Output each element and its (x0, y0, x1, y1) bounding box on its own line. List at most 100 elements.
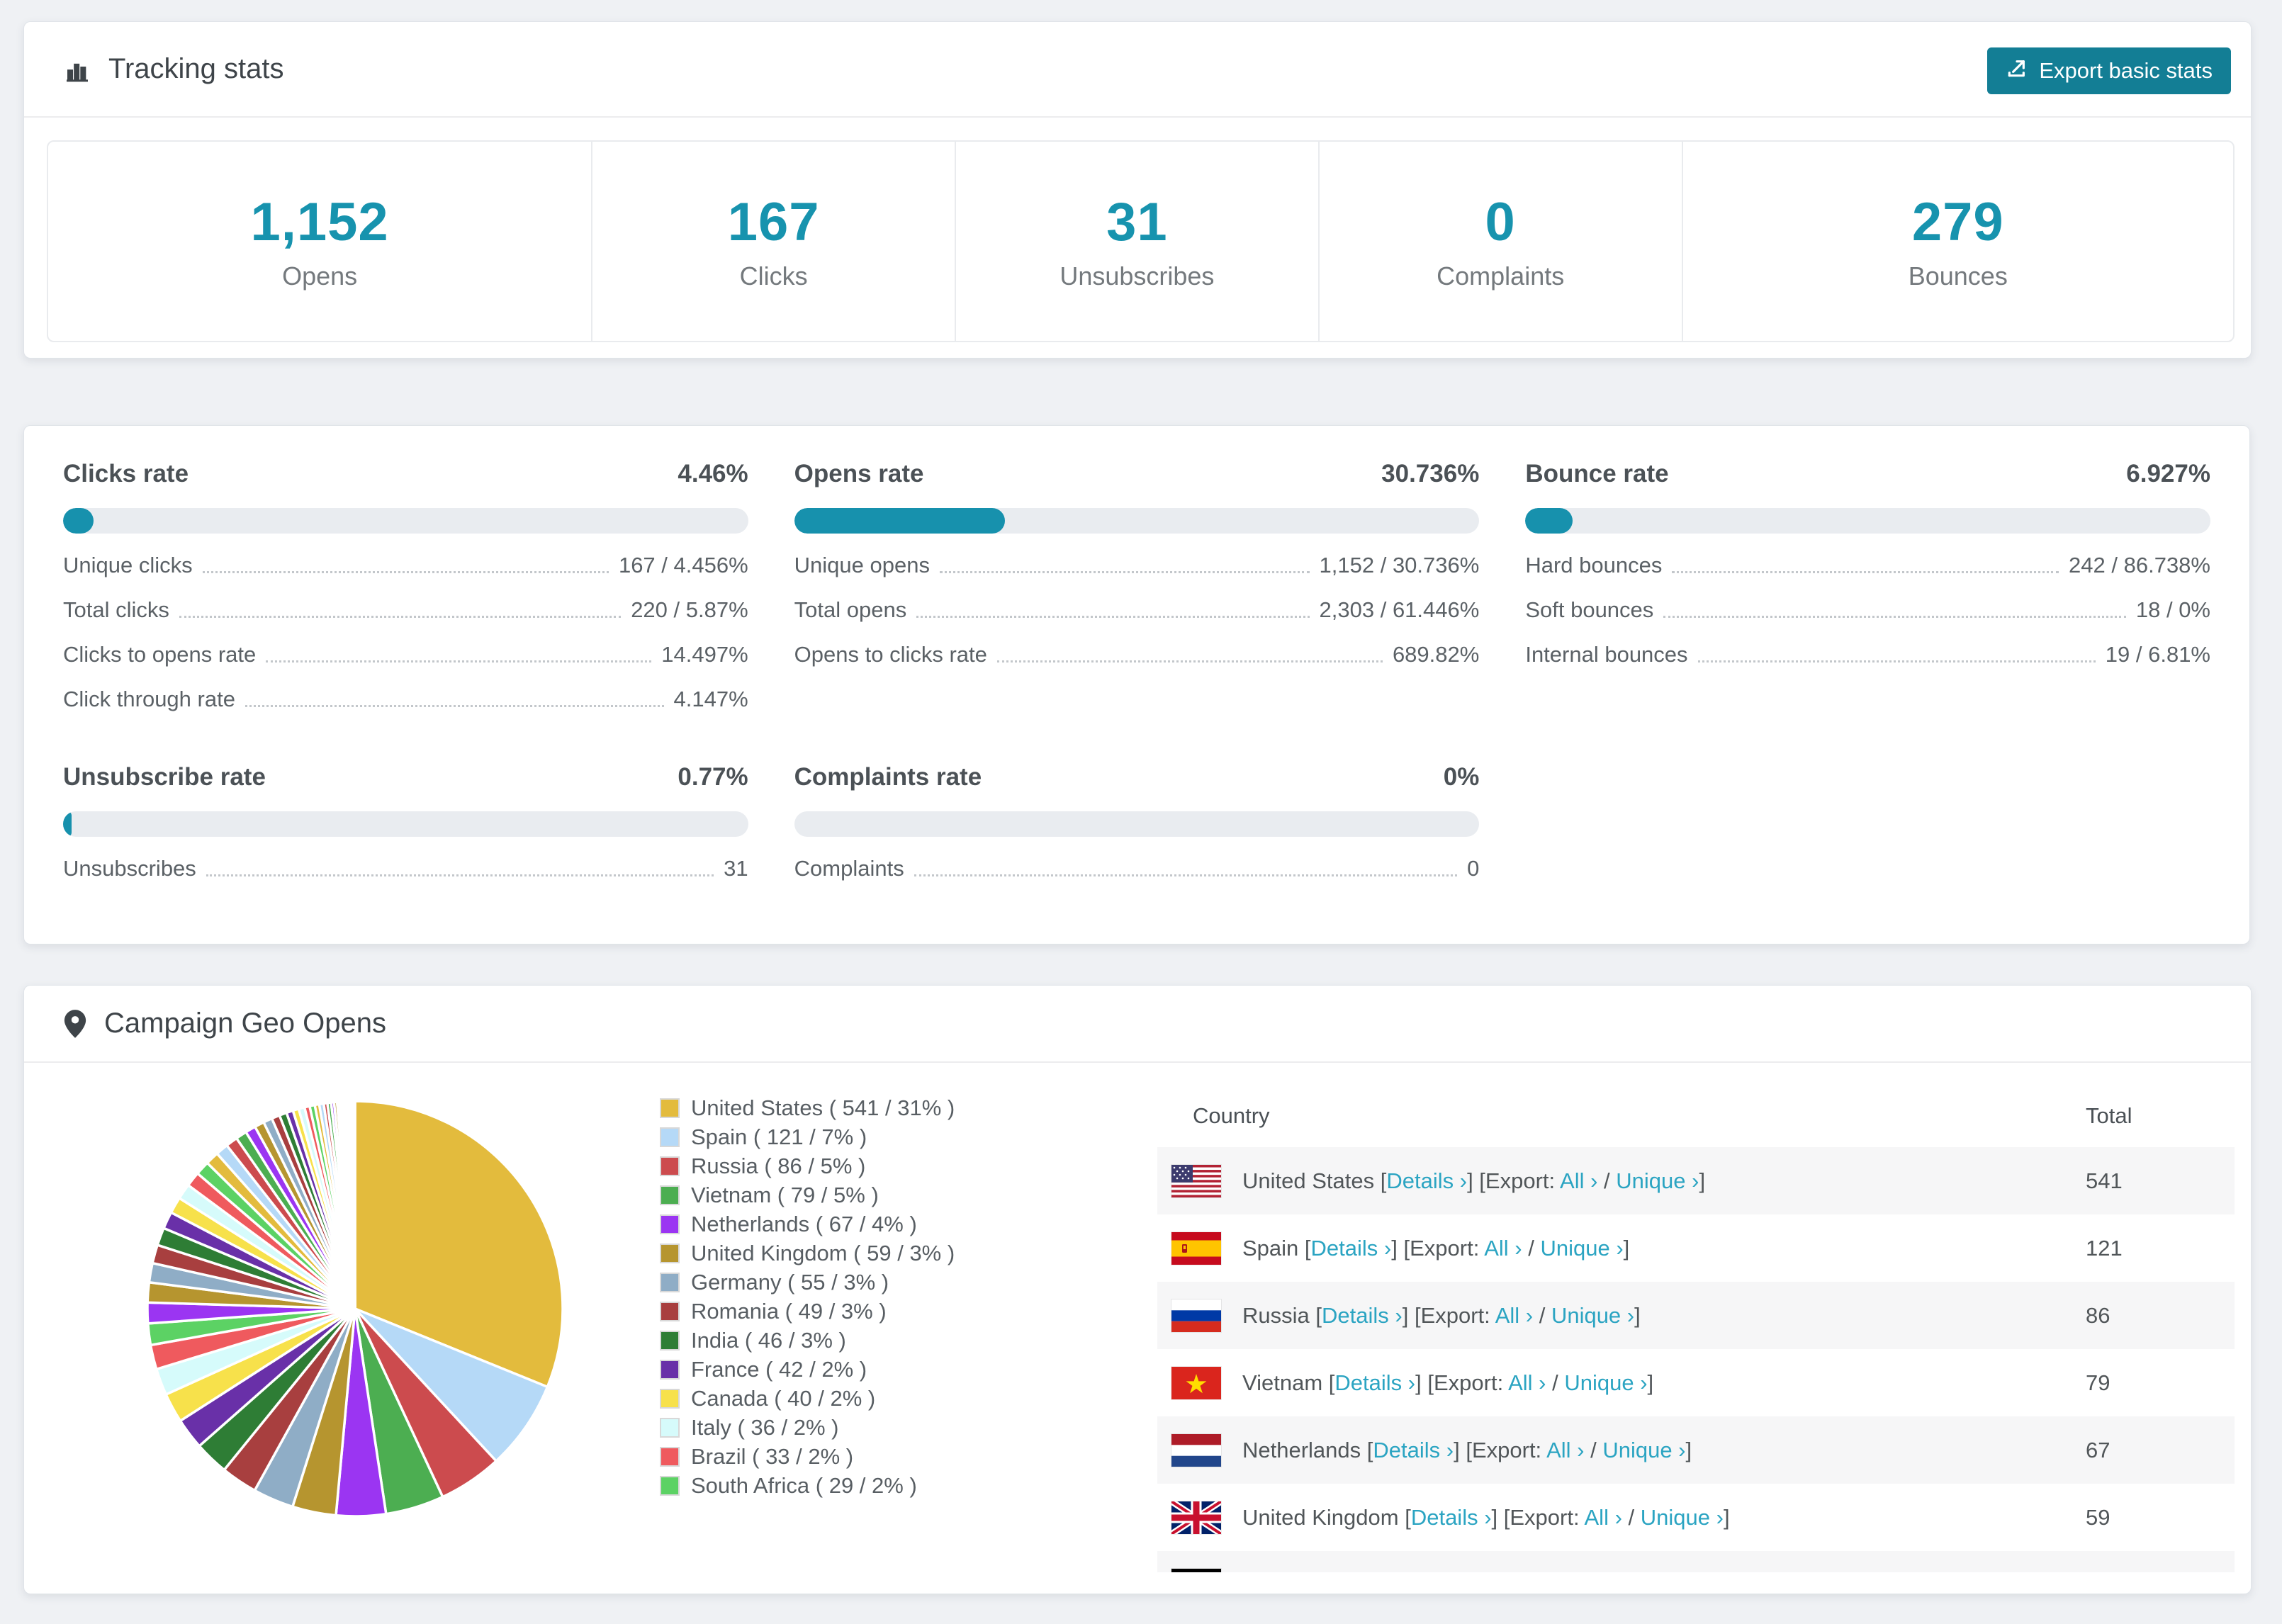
country-name: Vietnam (1242, 1370, 1323, 1395)
dotted-leader (996, 660, 1383, 662)
country-name: Russia (1242, 1302, 1310, 1328)
legend-item: Spain ( 121 / 7% ) (660, 1122, 955, 1151)
export-unique-link[interactable]: Unique › (1540, 1235, 1624, 1261)
dotted-leader (914, 874, 1458, 876)
progress-bar-fill (794, 508, 1005, 534)
legend-swatch (660, 1127, 680, 1147)
stat-label: Complaints (1437, 261, 1565, 291)
details-link[interactable]: Details › (1386, 1168, 1468, 1193)
rate-row-value: 14.497% (661, 642, 748, 667)
export-unique-link[interactable]: Unique › (1575, 1572, 1658, 1573)
legend-item: United Kingdom ( 59 / 3% ) (660, 1239, 955, 1268)
rate-row-value: 0 (1467, 856, 1480, 881)
details-link[interactable]: Details › (1310, 1235, 1392, 1261)
export-all-link[interactable]: All › (1484, 1235, 1522, 1261)
rate-detail-row: Total clicks 220 / 5.87% (63, 597, 748, 623)
rate-row-label: Opens to clicks rate (794, 642, 987, 667)
details-link[interactable]: Details › (1345, 1572, 1426, 1573)
rate-row-value: 167 / 4.456% (618, 553, 748, 577)
rate-value: 6.927% (2126, 460, 2210, 487)
country-total: 121 (2086, 1235, 2123, 1261)
country-flag-icon (1171, 1366, 1221, 1399)
details-link[interactable]: Details › (1322, 1302, 1403, 1328)
map-pin-icon (63, 1008, 87, 1039)
rate-row-label: Soft bounces (1525, 597, 1654, 622)
stat-cell: 1,152 Opens (48, 142, 591, 341)
export-unique-link[interactable]: Unique › (1551, 1302, 1635, 1328)
rate-row-label: Clicks to opens rate (63, 642, 257, 667)
legend-item: Vietnam ( 79 / 5% ) (660, 1180, 955, 1209)
legend-swatch (660, 1272, 680, 1292)
rates-card: Clicks rate 4.46% Unique clicks 167 / 4.… (23, 425, 2250, 944)
dotted-leader (244, 705, 664, 707)
dotted-leader (1697, 660, 2096, 662)
details-link[interactable]: Details › (1334, 1370, 1416, 1395)
export-unique-link[interactable]: Unique › (1616, 1168, 1699, 1193)
rate-detail-row: Internal bounces 19 / 6.81% (1525, 642, 2210, 667)
legend-item: Germany ( 55 / 3% ) (660, 1268, 955, 1297)
geo-table-row: Vietnam [Details ›] [Export: All › / Uni… (1157, 1349, 2235, 1416)
export-all-link[interactable]: All › (1584, 1504, 1622, 1530)
export-all-link[interactable]: All › (1518, 1572, 1556, 1573)
legend-label: Canada ( 40 / 2% ) (691, 1385, 876, 1411)
legend-swatch (660, 1301, 680, 1321)
stat-label: Bounces (1908, 261, 2008, 291)
country-flag-icon (1171, 1164, 1221, 1197)
legend-item: India ( 46 / 3% ) (660, 1326, 955, 1355)
geo-title: Campaign Geo Opens (104, 1008, 387, 1039)
export-unique-link[interactable]: Unique › (1564, 1370, 1648, 1395)
export-basic-stats-button[interactable]: Export basic stats (1987, 47, 2231, 94)
legend-item: Brazil ( 33 / 2% ) (660, 1442, 955, 1471)
country-flag-icon (1171, 1299, 1221, 1332)
geo-table-row: Netherlands [Details ›] [Export: All › /… (1157, 1416, 2235, 1484)
legend-item: Canada ( 40 / 2% ) (660, 1384, 955, 1413)
legend-label: Spain ( 121 / 7% ) (691, 1124, 867, 1149)
pie-slice[interactable] (353, 1100, 356, 1310)
legend-item: United States ( 541 / 31% ) (660, 1093, 955, 1122)
country-total: 541 (2086, 1168, 2123, 1193)
rate-title: Opens rate (794, 460, 924, 487)
export-all-link[interactable]: All › (1560, 1168, 1598, 1193)
rate-block: Complaints rate 0% Complaints 0 (794, 763, 1480, 881)
legend-swatch (660, 1214, 680, 1234)
details-link[interactable]: Details › (1410, 1504, 1492, 1530)
rate-detail-row: Total opens 2,303 / 61.446% (794, 597, 1480, 623)
legend-label: Brazil ( 33 / 2% ) (691, 1443, 854, 1469)
details-link[interactable]: Details › (1373, 1437, 1454, 1462)
export-unique-link[interactable]: Unique › (1640, 1504, 1724, 1530)
rate-row-label: Total opens (794, 597, 907, 622)
legend-label: United Kingdom ( 59 / 3% ) (691, 1240, 955, 1265)
export-all-link[interactable]: All › (1495, 1302, 1534, 1328)
progress-bar-fill (63, 508, 94, 534)
dotted-leader (1663, 616, 2126, 618)
rate-row-label: Unique clicks (63, 553, 193, 577)
dotted-leader (1672, 571, 2059, 573)
legend-label: Russia ( 86 / 5% ) (691, 1153, 866, 1178)
rate-value: 0% (1443, 763, 1480, 791)
progress-bar (63, 811, 748, 837)
stat-value: 31 (1106, 192, 1168, 252)
rate-row-label: Unique opens (794, 553, 930, 577)
country-name: Spain (1242, 1235, 1299, 1261)
progress-bar (794, 508, 1480, 534)
stat-cell: 167 Clicks (591, 142, 955, 341)
rate-row-label: Total clicks (63, 597, 169, 622)
export-all-link[interactable]: All › (1546, 1437, 1585, 1462)
stat-value: 1,152 (250, 192, 389, 252)
country-total: 86 (2086, 1302, 2110, 1328)
country-total: 67 (2086, 1437, 2110, 1462)
geo-opens-pie-chart[interactable] (142, 1096, 568, 1521)
rate-block: Clicks rate 4.46% Unique clicks 167 / 4.… (63, 460, 748, 712)
rate-title: Complaints rate (794, 763, 982, 791)
country-flag-icon (1171, 1231, 1221, 1265)
legend-swatch (660, 1388, 680, 1409)
geo-table-row: Germany [Details ›] [Export: All › / Uni… (1157, 1551, 2235, 1572)
export-unique-link[interactable]: Unique › (1602, 1437, 1686, 1462)
pie-slice[interactable] (354, 1100, 564, 1389)
pie-slice[interactable] (354, 1307, 549, 1462)
export-all-link[interactable]: All › (1508, 1370, 1546, 1395)
geo-table-row: Spain [Details ›] [Export: All › / Uniqu… (1157, 1214, 2235, 1282)
rate-detail-row: Soft bounces 18 / 0% (1525, 597, 2210, 623)
country-name: Netherlands (1242, 1437, 1361, 1462)
